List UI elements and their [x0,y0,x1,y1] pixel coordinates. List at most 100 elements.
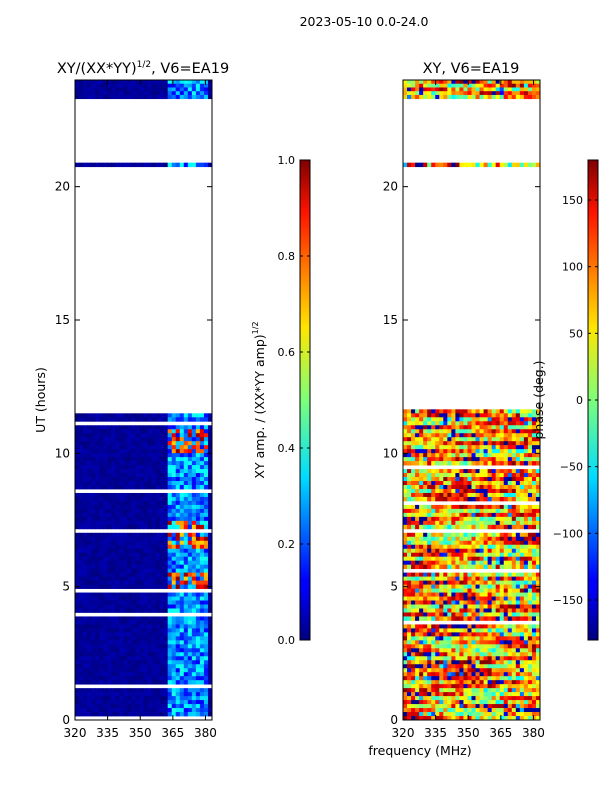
phase-heatmap-cell [435,680,440,685]
phase-heatmap-cell [427,520,432,526]
amplitude-heatmap-cell [183,572,189,578]
phase-heatmap-cell [511,584,517,589]
phase-heatmap-cell [503,481,509,486]
amplitude-heatmap-cell [163,592,169,597]
amplitude-heatmap-cell [139,445,144,450]
amplitude-heatmap-cell [195,564,201,570]
amplitude-heatmap-cell [151,644,156,649]
amplitude-heatmap-cell [99,708,104,713]
phase-heatmap-cell [523,692,529,697]
amplitude-heatmap-cell [155,162,161,168]
phase-heatmap-cell [511,417,517,422]
amplitude-heatmap-cell [127,500,132,506]
phase-heatmap-cell [427,457,432,462]
amplitude-heatmap-cell [159,632,165,637]
phase-heatmap-cell [491,544,497,550]
amplitude-heatmap-cell [207,668,212,673]
amplitude-heatmap-cell [187,552,193,558]
phase-heatmap-cell [531,668,537,673]
amplitude-heatmap-cell [115,524,120,530]
phase-heatmap-cell [491,481,497,486]
amplitude-heatmap-cell [139,700,144,705]
phase-heatmap-cell [483,560,489,566]
amplitude-heatmap-cell [131,429,136,434]
phase-heatmap-cell [523,496,529,502]
amplitude-heatmap-cell [75,425,80,430]
phase-heatmap-cell [491,564,497,570]
phase-heatmap-cell [459,624,464,629]
amplitude-heatmap-cell [151,83,156,88]
phase-heatmap-cell [471,680,476,685]
phase-heatmap-cell [491,648,497,653]
amplitude-heatmap-cell [187,644,193,649]
phase-heatmap-cell [455,488,460,494]
phase-heatmap-cell [411,564,416,570]
amplitude-heatmap-cell [163,600,169,605]
amplitude-heatmap-cell [167,473,173,478]
amplitude-heatmap-cell [143,504,148,510]
amplitude-heatmap-cell [131,485,136,490]
phase-heatmap-cell [479,632,484,637]
amplitude-heatmap [75,80,212,717]
amplitude-heatmap-cell [99,429,104,434]
amplitude-heatmap-cell [99,648,104,653]
phase-heatmap-cell [527,624,533,629]
phase-heatmap-cell [507,616,513,621]
amplitude-heatmap-cell [99,548,104,554]
phase-heatmap-cell [455,516,460,522]
amplitude-heatmap-cell [187,465,193,470]
phase-heatmap-cell [503,668,509,673]
phase-heatmap-cell [459,532,464,538]
amplitude-heatmap-cell [179,680,185,685]
phase-heatmap-cell [531,680,537,685]
phase-heatmap-cell [459,457,464,462]
amplitude-heatmap-cell [91,481,96,486]
amplitude-heatmap-cell [103,552,108,558]
phase-heatmap-cell [495,532,501,538]
phase-heatmap-cell [515,676,521,681]
amplitude-heatmap-cell [179,552,185,558]
phase-heatmap-cell [431,584,436,589]
amplitude-heatmap-cell [75,473,80,478]
amplitude-heatmap-cell [79,560,84,566]
phase-heatmap-cell [535,592,540,597]
phase-heatmap-cell [519,516,525,522]
amplitude-heatmap-cell [127,676,132,681]
phase-heatmap-cell [419,496,424,502]
amplitude-heatmap-cell [151,568,156,574]
amplitude-heatmap-cell [207,660,212,665]
amplitude-heatmap-cell [163,162,169,168]
amplitude-heatmap-cell [203,608,209,613]
phase-heatmap-cell [451,552,456,558]
amplitude-heatmap-cell [115,540,120,546]
phase-heatmap-cell [431,496,436,502]
amplitude-heatmap-cell [203,700,209,705]
phase-heatmap-cell [415,660,420,665]
phase-heatmap-cell [451,492,456,498]
amplitude-heatmap-cell [119,473,124,478]
phase-heatmap-cell [479,532,484,538]
amplitude-heatmap-cell [95,417,100,422]
amplitude-heatmap-cell [155,644,161,649]
phase-heatmap-cell [463,628,468,633]
phase-heatmap-cell [507,409,513,414]
phase-heatmap-cell [487,421,493,426]
amplitude-heatmap-cell [95,413,100,418]
amplitude-heatmap-cell [155,492,161,498]
amplitude-heatmap-cell [187,596,193,601]
amplitude-heatmap-cell [207,692,212,697]
amplitude-heatmap-cell [187,572,193,578]
phase-heatmap-cell [423,441,428,446]
phase-heatmap-cell [451,580,456,585]
phase-heatmap-cell [531,624,537,629]
amplitude-heatmap-cell [191,512,197,518]
amplitude-heatmap-cell [159,676,165,681]
amplitude-heatmap-cell [139,644,144,649]
amplitude-heatmap-cell [91,660,96,665]
amplitude-heatmap-cell [191,600,197,605]
amplitude-heatmap-cell [103,469,108,474]
amplitude-heatmap-cell [107,656,112,661]
phase-heatmap-cell [503,560,509,566]
amplitude-heatmap-cell [199,624,205,629]
amplitude-heatmap-cell [163,500,169,506]
